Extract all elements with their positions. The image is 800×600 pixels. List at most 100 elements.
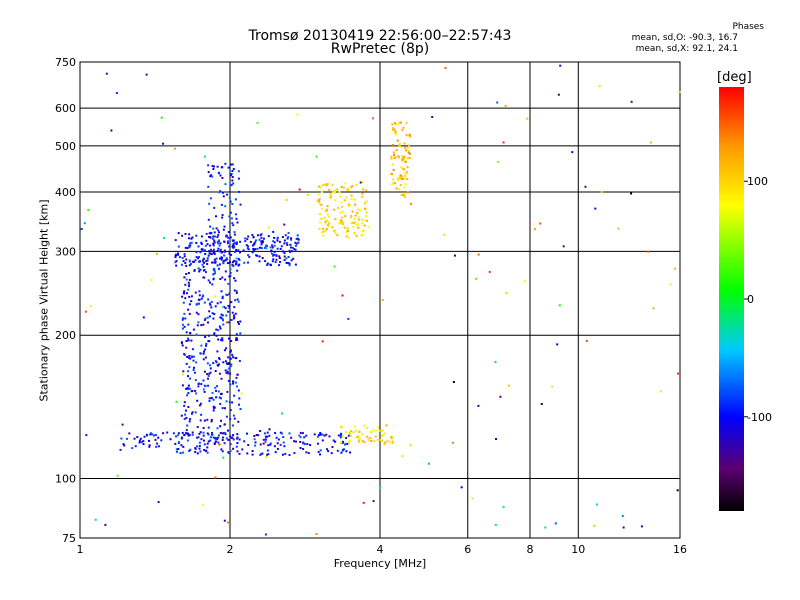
- data-point: [398, 188, 401, 191]
- data-point: [251, 450, 254, 452]
- data-point: [215, 361, 218, 364]
- data-point: [256, 121, 259, 124]
- data-point: [207, 374, 210, 377]
- data-point: [393, 153, 395, 156]
- data-point: [213, 258, 216, 261]
- data-point: [187, 272, 190, 274]
- data-point: [200, 383, 203, 386]
- data-point: [239, 332, 242, 335]
- data-point: [281, 250, 284, 253]
- data-point: [394, 122, 396, 125]
- data-point: [331, 226, 334, 229]
- data-point: [381, 434, 384, 437]
- data-point: [232, 380, 235, 383]
- data-point: [231, 179, 234, 182]
- data-point: [138, 439, 141, 442]
- data-point: [202, 431, 205, 434]
- tick-labels: 1 2 4 6 8 10 16 75 100 200 300 400 500 600 750: [55, 56, 687, 556]
- data-point: [196, 426, 199, 428]
- y-tick-label: 400: [55, 186, 76, 199]
- data-point: [235, 241, 238, 244]
- data-point: [343, 199, 346, 202]
- data-point: [214, 476, 217, 479]
- data-point: [208, 400, 211, 402]
- data-point: [402, 157, 405, 160]
- data-point: [238, 360, 241, 362]
- data-point: [285, 261, 288, 264]
- data-point: [321, 184, 324, 187]
- data-point: [338, 222, 341, 225]
- data-point: [188, 449, 191, 452]
- data-point: [187, 323, 190, 326]
- data-point: [180, 414, 183, 417]
- data-point: [177, 434, 180, 437]
- data-point: [203, 390, 206, 393]
- data-point: [226, 362, 229, 365]
- data-point: [228, 321, 231, 324]
- data-point: [183, 401, 186, 404]
- data-point: [236, 442, 239, 444]
- data-point: [234, 381, 237, 384]
- data-point: [218, 357, 220, 359]
- data-point: [621, 515, 624, 517]
- data-point: [232, 434, 235, 437]
- data-point: [228, 252, 231, 255]
- data-point: [228, 250, 231, 253]
- data-point: [247, 245, 250, 248]
- data-point: [363, 202, 366, 205]
- data-point: [207, 321, 209, 324]
- data-point: [404, 160, 407, 163]
- data-point: [328, 189, 331, 191]
- data-point: [224, 369, 227, 372]
- data-point: [215, 257, 218, 260]
- data-point: [401, 177, 404, 180]
- data-point: [345, 235, 348, 238]
- data-point: [183, 325, 186, 328]
- data-point: [228, 215, 231, 218]
- data-point: [388, 441, 391, 444]
- data-point: [329, 193, 331, 195]
- data-point: [181, 323, 184, 326]
- data-point: [285, 257, 288, 260]
- data-point: [353, 217, 356, 220]
- data-point: [224, 162, 227, 165]
- data-point: [185, 331, 188, 334]
- data-point: [329, 196, 332, 199]
- data-point: [208, 397, 211, 400]
- data-point: [155, 445, 158, 448]
- data-point: [283, 239, 286, 242]
- data-point: [219, 403, 222, 405]
- data-point: [205, 271, 207, 274]
- data-point: [358, 438, 361, 441]
- data-point: [234, 299, 237, 302]
- data-point: [230, 253, 233, 256]
- data-point: [206, 259, 209, 262]
- data-point: [290, 237, 293, 240]
- data-point: [319, 432, 322, 434]
- data-point: [203, 155, 206, 158]
- data-point: [339, 211, 342, 214]
- data-point: [207, 433, 210, 436]
- data-point: [136, 436, 139, 438]
- data-point: [266, 449, 269, 452]
- data-point: [343, 226, 346, 229]
- data-point: [402, 126, 405, 129]
- x-axis-label: Frequency [MHz]: [333, 557, 427, 570]
- data-point: [398, 176, 401, 178]
- data-point: [183, 434, 186, 436]
- data-point: [187, 339, 190, 342]
- data-point: [154, 434, 157, 436]
- data-point: [230, 363, 233, 366]
- data-point: [214, 440, 217, 443]
- data-point: [271, 246, 274, 249]
- data-point: [219, 278, 222, 280]
- data-point: [213, 270, 216, 273]
- data-point: [347, 189, 350, 192]
- data-point: [188, 259, 191, 262]
- data-point: [220, 251, 223, 254]
- data-point: [396, 139, 399, 142]
- data-point: [116, 474, 119, 477]
- data-point: [349, 451, 352, 454]
- data-point: [202, 352, 205, 355]
- data-point: [202, 258, 205, 260]
